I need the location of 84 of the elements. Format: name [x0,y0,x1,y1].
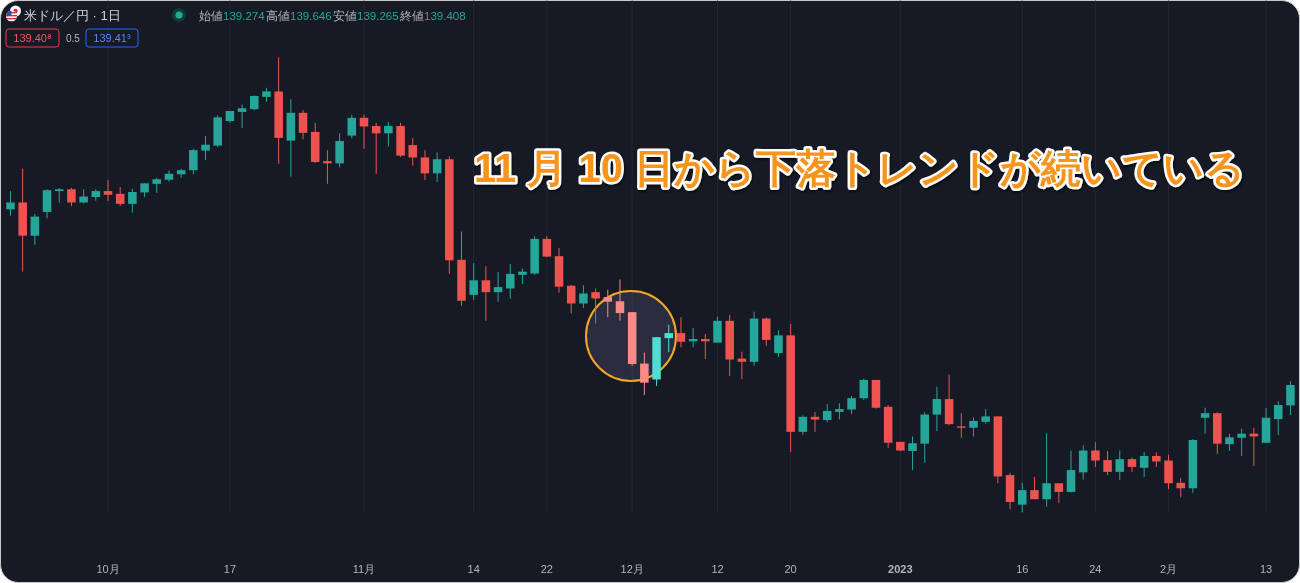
candlestick [810,411,820,433]
candlestick [1091,441,1100,468]
candlestick [1127,456,1137,473]
candlestick [189,148,198,175]
candlestick [1103,450,1112,476]
candlestick [603,289,613,318]
x-tick-label: 17 [223,563,237,575]
candlestick [469,262,478,301]
candlestick [615,278,625,322]
text: 始値139.274 [199,9,266,22]
candlestick [591,287,600,325]
text: 高値139.646 [266,8,332,22]
candlestick [957,412,966,439]
candlestick [335,132,344,168]
candlestick [1237,428,1246,457]
x-tick-label: 12 [711,563,724,575]
candlestick [493,271,503,303]
candlestick [347,114,357,139]
candlestick [371,122,381,175]
candlestick [128,188,137,213]
annotation: 11 月 10 日から下落トレンドが続いている [474,146,1246,190]
candlestick [420,149,430,181]
x-tick-label: 10月 [96,563,120,575]
candlestick [847,395,856,415]
candlestick [969,416,978,437]
candlestick [506,263,515,299]
candlestick [237,104,247,129]
candlestick [1286,380,1295,416]
candlestick [822,403,832,423]
candlestick [432,151,442,183]
x-tick-label: 11月 [352,563,376,575]
candlestick [1042,432,1051,507]
candlestick [1273,400,1283,436]
candlestick [201,135,210,161]
x-tick-label: 2月 [1159,563,1178,575]
candlestick [774,329,783,358]
candlestick [30,213,40,246]
candlestick [1078,445,1088,481]
x-tick-label: 12月 [620,563,644,575]
x-tick-label: 16 [1016,563,1029,575]
candlestick [164,170,174,183]
candlestick [676,316,686,348]
text: 139.41³ [93,32,131,44]
candlestick [640,352,649,396]
candlestick [481,265,491,322]
candlestick [761,317,771,347]
candlestick [408,137,418,167]
candlestick [859,378,869,401]
candlestick [1066,450,1076,493]
text: 終値139.408 [399,9,466,22]
text: 安値139.265 [333,8,399,22]
x-tick-label: 14 [467,563,480,575]
candlestick [67,187,76,207]
candlestick [798,414,808,436]
x-tick-label: 2023 [888,563,913,575]
candlestick [1164,454,1173,490]
candlestick [664,324,674,353]
text: 139.40⁸ [13,32,52,44]
candlestick [298,109,308,140]
x-tick-label: 22 [540,563,553,575]
text: 0.5 [66,33,81,44]
candlestick [103,179,113,202]
candlestick [323,149,332,185]
x-tick-label: 24 [1089,563,1102,575]
candlestick [1115,450,1125,481]
candlestick [908,435,917,471]
candlestick [1017,482,1027,513]
candlestick [6,190,15,217]
candlestick [566,284,576,315]
candlestick [932,386,942,432]
x-tick-label: 13 [1259,563,1273,575]
candlestick [1054,482,1064,504]
x-tick-label: 20 [784,563,797,575]
chart-title: 米ドル／円 · 1日 [24,7,121,23]
candlestick [176,168,186,179]
candlestick [42,188,52,219]
candlestick [713,316,722,344]
candlestick [1176,477,1185,498]
candlestick [115,186,125,207]
candlestick [1200,407,1210,435]
candlestick [579,284,588,309]
candlestick [1139,451,1149,478]
candlestick [701,333,710,360]
candlestick [384,121,393,147]
